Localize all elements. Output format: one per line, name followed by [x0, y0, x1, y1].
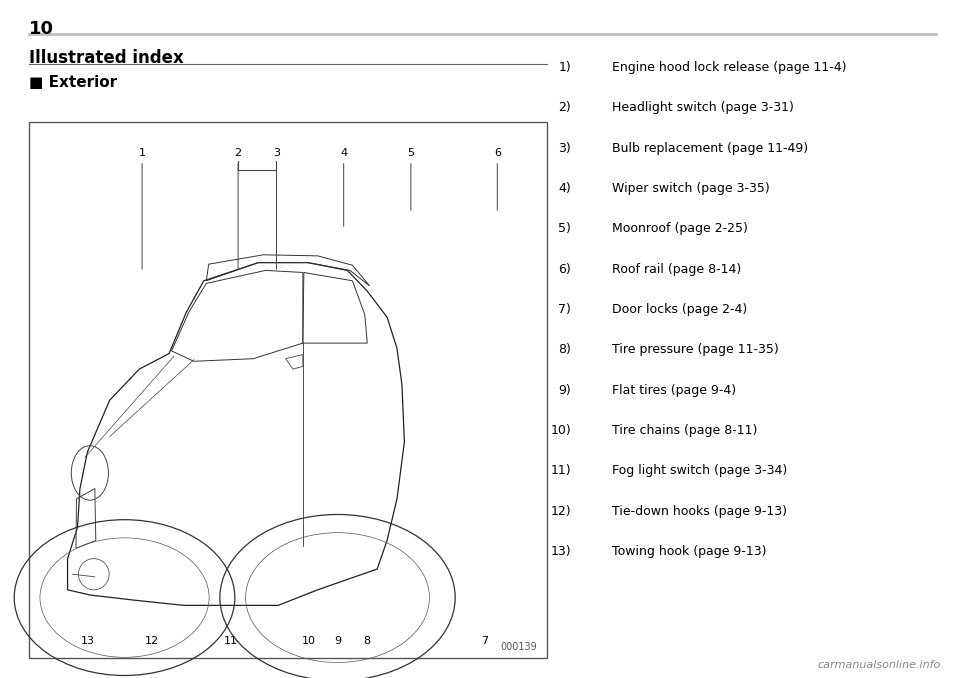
- Text: 13): 13): [551, 545, 571, 558]
- Text: 11: 11: [224, 636, 237, 645]
- Text: 13: 13: [82, 636, 95, 645]
- Text: 6: 6: [493, 148, 501, 157]
- Text: 10: 10: [302, 636, 316, 645]
- Text: 9: 9: [334, 636, 342, 645]
- Text: Bulb replacement (page 11-49): Bulb replacement (page 11-49): [612, 142, 808, 155]
- Text: 3: 3: [273, 148, 280, 157]
- Text: 5: 5: [407, 148, 415, 157]
- Bar: [29, 122, 547, 658]
- Text: Towing hook (page 9-13): Towing hook (page 9-13): [612, 545, 767, 558]
- Text: Tire pressure (page 11-35): Tire pressure (page 11-35): [612, 343, 780, 357]
- Text: Roof rail (page 8-14): Roof rail (page 8-14): [612, 262, 742, 276]
- Text: 1): 1): [559, 61, 571, 74]
- Text: Tire chains (page 8-11): Tire chains (page 8-11): [612, 424, 757, 437]
- Text: 10): 10): [550, 424, 571, 437]
- Text: Flat tires (page 9-4): Flat tires (page 9-4): [612, 384, 736, 397]
- Text: 2): 2): [559, 101, 571, 115]
- Text: 5): 5): [559, 222, 571, 235]
- Text: Fog light switch (page 3-34): Fog light switch (page 3-34): [612, 464, 788, 477]
- Text: 12: 12: [145, 636, 158, 645]
- Text: Wiper switch (page 3-35): Wiper switch (page 3-35): [612, 182, 770, 195]
- Text: carmanualsonline.info: carmanualsonline.info: [818, 660, 941, 670]
- Text: Headlight switch (page 3-31): Headlight switch (page 3-31): [612, 101, 794, 115]
- Text: 8): 8): [559, 343, 571, 357]
- Text: 2: 2: [234, 148, 242, 157]
- Text: 4): 4): [559, 182, 571, 195]
- Text: 4: 4: [340, 148, 348, 157]
- Text: 10: 10: [29, 20, 54, 39]
- Text: Illustrated index: Illustrated index: [29, 49, 183, 67]
- Text: 8: 8: [363, 636, 371, 645]
- Text: Engine hood lock release (page 11-4): Engine hood lock release (page 11-4): [612, 61, 847, 74]
- Text: 12): 12): [551, 504, 571, 518]
- Text: 7): 7): [559, 303, 571, 316]
- Text: ■ Exterior: ■ Exterior: [29, 75, 117, 89]
- Text: Moonroof (page 2-25): Moonroof (page 2-25): [612, 222, 749, 235]
- Text: 3): 3): [559, 142, 571, 155]
- Text: 9): 9): [559, 384, 571, 397]
- Text: 7: 7: [481, 636, 489, 645]
- Text: Tie-down hooks (page 9-13): Tie-down hooks (page 9-13): [612, 504, 787, 518]
- Text: 1: 1: [138, 148, 146, 157]
- Text: 000139: 000139: [501, 642, 538, 652]
- Text: Door locks (page 2-4): Door locks (page 2-4): [612, 303, 748, 316]
- Text: 6): 6): [559, 262, 571, 276]
- Text: 11): 11): [551, 464, 571, 477]
